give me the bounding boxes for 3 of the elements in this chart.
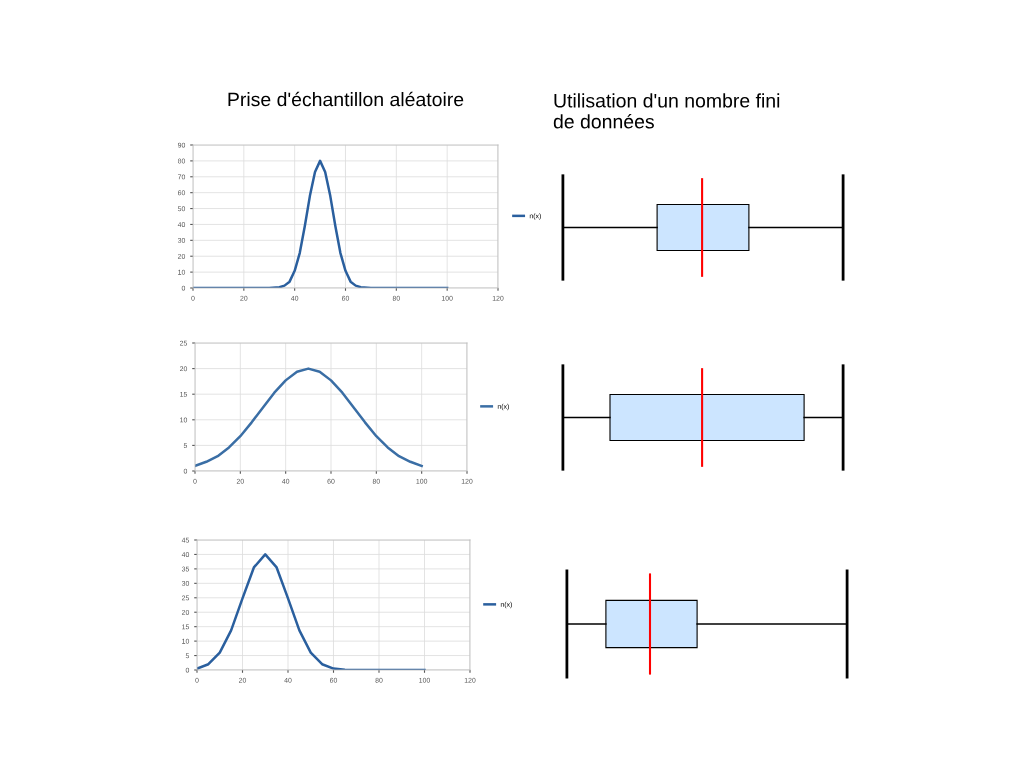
- line-series: [195, 367, 423, 468]
- text: Utilisation d'un nombre fini de données: [553, 93, 780, 129]
- chart-title: Prise d'échantillon aléatoire: [228, 91, 464, 107]
